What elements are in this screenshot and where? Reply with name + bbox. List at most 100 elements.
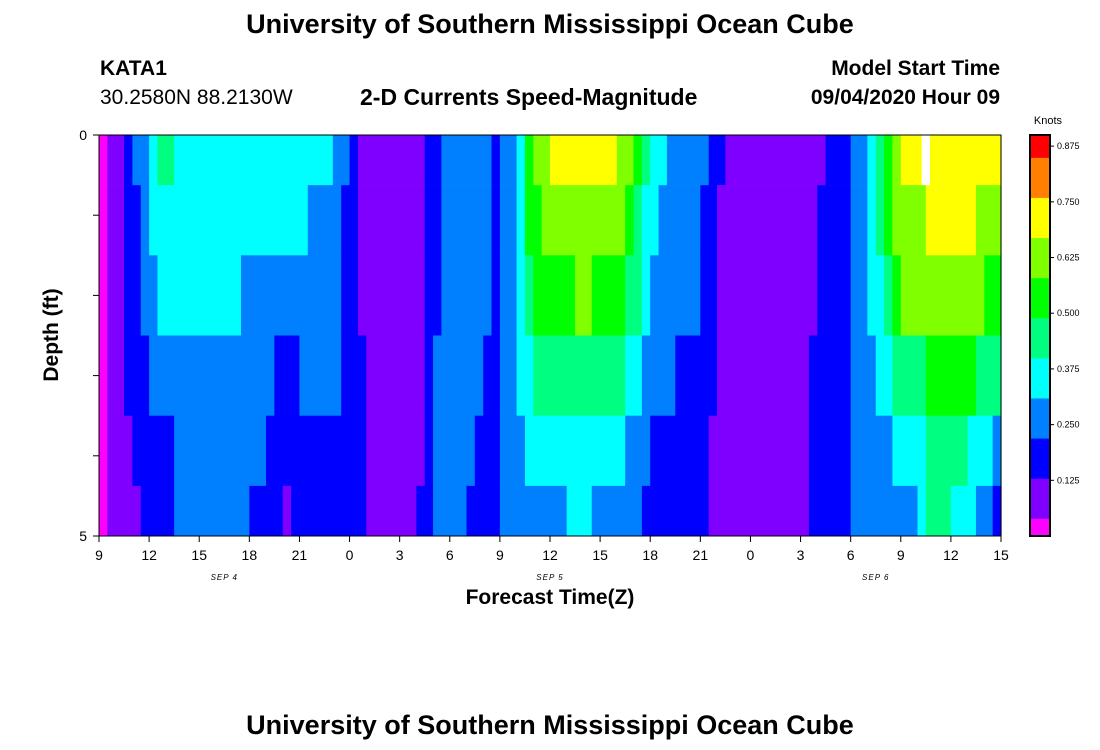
- heatmap-cell: [199, 485, 209, 537]
- colorbar-segment: [1030, 259, 1050, 265]
- heatmap-cell: [633, 135, 643, 186]
- heatmap-cell: [266, 335, 275, 416]
- colorbar-tick-label: 0.375: [1057, 364, 1080, 374]
- heatmap-cell: [483, 185, 493, 256]
- heatmap-cell: [842, 135, 852, 186]
- heatmap-cell: [541, 185, 551, 256]
- heatmap-cell: [165, 335, 175, 416]
- heatmap-cell: [867, 185, 877, 256]
- heatmap-cell: [641, 255, 651, 336]
- heatmap-cells: [99, 135, 1002, 537]
- heatmap-cell: [833, 185, 843, 256]
- heatmap-cell: [224, 135, 234, 186]
- heatmap-cell: [474, 485, 484, 537]
- colorbar-segment: [1030, 509, 1050, 515]
- heatmap-cell: [424, 335, 434, 416]
- heatmap-cell: [725, 335, 735, 416]
- heatmap-cell: [742, 185, 752, 256]
- heatmap-cell: [942, 335, 952, 416]
- heatmap-cell: [399, 185, 409, 256]
- x-tick-label: 15: [191, 547, 207, 563]
- heatmap-cell: [157, 255, 167, 336]
- heatmap-cell: [332, 185, 342, 256]
- heatmap-cell: [232, 135, 242, 186]
- heatmap-cell: [491, 485, 501, 537]
- heatmap-cell: [558, 485, 568, 537]
- heatmap-cell: [625, 485, 635, 537]
- heatmap-cell: [575, 485, 585, 537]
- colorbar-segment: [1030, 170, 1050, 176]
- heatmap-cell: [374, 335, 384, 416]
- heatmap-cell: [875, 135, 885, 186]
- heatmap-cell: [99, 415, 108, 487]
- heatmap-cell: [875, 185, 885, 256]
- heatmap-cell: [775, 415, 785, 487]
- heatmap-cell: [942, 185, 952, 256]
- heatmap-cell: [850, 415, 860, 487]
- heatmap-cell: [341, 255, 351, 336]
- colorbar-segment: [1030, 437, 1050, 444]
- heatmap-cell: [282, 415, 292, 487]
- heatmap-cell: [424, 415, 434, 487]
- heatmap-cell: [408, 135, 417, 186]
- heatmap-cell: [224, 335, 234, 416]
- heatmap-cell: [909, 485, 919, 537]
- heatmap-cell: [892, 185, 902, 256]
- heatmap-cell: [934, 485, 944, 537]
- heatmap-cell: [441, 135, 451, 186]
- heatmap-cell: [967, 135, 977, 186]
- heatmap-cell: [215, 185, 225, 256]
- heatmap-cell: [575, 255, 585, 336]
- colorbar-segment: [1030, 161, 1050, 167]
- heatmap-cell: [817, 335, 827, 416]
- heatmap-cell: [132, 255, 142, 336]
- heatmap-cell: [550, 485, 559, 537]
- heatmap-cell: [600, 335, 610, 416]
- heatmap-cell: [633, 255, 643, 336]
- heatmap-cell: [583, 335, 593, 416]
- heatmap-cell: [115, 335, 125, 416]
- heatmap-cell: [157, 485, 167, 537]
- heatmap-cell: [925, 415, 935, 487]
- heatmap-cell: [850, 185, 860, 256]
- heatmap-cell: [458, 335, 468, 416]
- heatmap-cell: [875, 485, 885, 537]
- heatmap-cell: [558, 185, 568, 256]
- heatmap-cell: [174, 335, 184, 416]
- heatmap-cell: [316, 185, 326, 256]
- heatmap-cell: [416, 185, 426, 256]
- colorbar-segment: [1030, 353, 1050, 359]
- heatmap-cell: [633, 415, 643, 487]
- heatmap-cell: [608, 255, 618, 336]
- heatmap-cell: [215, 135, 225, 186]
- heatmap-cell: [608, 485, 618, 537]
- heatmap-cell: [733, 255, 743, 336]
- heatmap-cell: [424, 135, 434, 186]
- heatmap-cell: [717, 415, 726, 487]
- heatmap-cell: [416, 255, 426, 336]
- heatmap-cell: [859, 415, 868, 487]
- heatmap-cell: [266, 135, 275, 186]
- heatmap-cell: [783, 415, 793, 487]
- heatmap-cell: [675, 255, 685, 336]
- heatmap-cell: [666, 485, 676, 537]
- heatmap-cell: [274, 415, 284, 487]
- colorbar-segment: [1030, 210, 1050, 216]
- heatmap-cell: [750, 415, 760, 487]
- heatmap-cell: [382, 135, 392, 186]
- heatmap-cell: [324, 185, 334, 256]
- heatmap-cell: [708, 185, 718, 256]
- colorbar-segment: [1030, 197, 1050, 203]
- heatmap-cell: [691, 135, 701, 186]
- heatmap-cell: [474, 185, 484, 256]
- heatmap-cell: [524, 335, 534, 416]
- heatmap-cell: [424, 255, 434, 336]
- date-label: SEP 5: [536, 573, 563, 582]
- heatmap-cell: [566, 185, 576, 256]
- heatmap-cell: [274, 135, 284, 186]
- heatmap-cell: [800, 485, 810, 537]
- heatmap-cell: [324, 255, 334, 336]
- colorbar-segment: [1030, 179, 1050, 185]
- heatmap-cell: [842, 255, 852, 336]
- heatmap-cell: [825, 415, 835, 487]
